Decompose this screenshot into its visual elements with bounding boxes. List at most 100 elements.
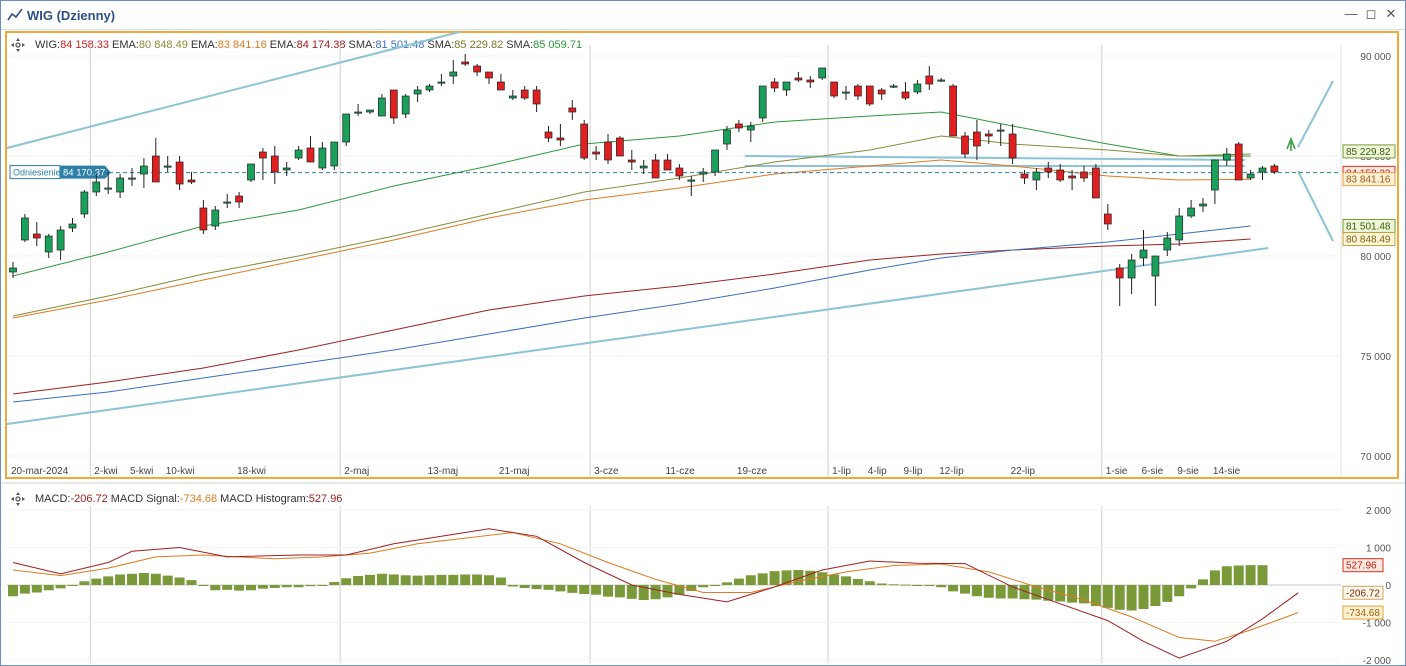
trendline[interactable]	[6, 247, 1269, 425]
macd-histogram-bar[interactable]	[745, 575, 756, 585]
macd-histogram-bar[interactable]	[472, 574, 483, 586]
macd-histogram-bar[interactable]	[1114, 585, 1125, 610]
candle-body[interactable]	[223, 201, 232, 204]
candle-body[interactable]	[461, 61, 470, 65]
macd-histogram-bar[interactable]	[1150, 585, 1161, 606]
candle-body[interactable]	[984, 133, 993, 137]
macd-histogram-bar[interactable]	[91, 578, 102, 585]
candle-body[interactable]	[80, 191, 89, 215]
projection-line[interactable]	[1297, 80, 1334, 148]
macd-histogram-bar[interactable]	[912, 585, 923, 586]
macd-histogram-bar[interactable]	[852, 579, 863, 585]
macd-histogram-bar[interactable]	[281, 585, 292, 588]
candle-body[interactable]	[270, 155, 279, 173]
macd-histogram-bar[interactable]	[626, 585, 637, 599]
candle-body[interactable]	[401, 95, 410, 115]
candle-body[interactable]	[901, 91, 910, 99]
macd-histogram-bar[interactable]	[638, 585, 649, 600]
macd-histogram-bar[interactable]	[222, 585, 233, 590]
candle-body[interactable]	[1080, 171, 1088, 179]
candle-body[interactable]	[282, 167, 291, 171]
macd-histogram-bar[interactable]	[948, 585, 959, 592]
candle-body[interactable]	[497, 81, 505, 91]
candle-body[interactable]	[818, 67, 827, 79]
macd-histogram-bar[interactable]	[174, 577, 185, 586]
macd-histogram-bar[interactable]	[67, 585, 78, 586]
macd-histogram-bar[interactable]	[353, 576, 364, 585]
candle-body[interactable]	[925, 75, 934, 85]
candle-body[interactable]	[389, 89, 398, 119]
candle-body[interactable]	[854, 85, 862, 97]
candle-body[interactable]	[865, 85, 874, 105]
maximize-icon[interactable]: ◻	[1365, 6, 1377, 21]
macd-histogram-bar[interactable]	[1245, 565, 1256, 585]
candle-body[interactable]	[889, 85, 898, 88]
macd-histogram-bar[interactable]	[329, 582, 340, 585]
macd-histogram-bar[interactable]	[484, 575, 494, 585]
projection-line[interactable]	[1297, 170, 1334, 242]
macd-histogram-bar[interactable]	[710, 585, 721, 586]
candle-body[interactable]	[1044, 167, 1053, 173]
candle-body[interactable]	[449, 71, 458, 77]
macd-histogram-bar[interactable]	[674, 585, 685, 595]
macd-histogram-bar[interactable]	[424, 575, 435, 585]
macd-histogram-bar[interactable]	[1079, 585, 1089, 604]
macd-histogram-bar[interactable]	[341, 578, 352, 585]
candle-body[interactable]	[663, 159, 672, 171]
candle-body[interactable]	[508, 95, 517, 99]
candle-body[interactable]	[1246, 173, 1255, 179]
candle-body[interactable]	[1258, 167, 1267, 173]
candle-body[interactable]	[735, 123, 743, 129]
candle-body[interactable]	[592, 151, 600, 155]
candle-body[interactable]	[473, 65, 481, 73]
macd-histogram-bar[interactable]	[507, 585, 518, 587]
candle-body[interactable]	[259, 151, 267, 159]
macd-histogram-bar[interactable]	[376, 573, 387, 585]
candle-body[interactable]	[1103, 213, 1112, 225]
macd-histogram-bar[interactable]	[650, 585, 661, 600]
candle-body[interactable]	[1068, 175, 1076, 179]
macd-histogram-bar[interactable]	[186, 580, 197, 585]
macd-histogram-bar[interactable]	[460, 574, 471, 586]
macd-histogram-bar[interactable]	[495, 577, 506, 586]
macd-histogram-bar[interactable]	[1090, 585, 1101, 606]
candle-body[interactable]	[151, 155, 160, 183]
macd-histogram-bar[interactable]	[936, 585, 947, 588]
candle-body[interactable]	[604, 141, 612, 161]
macd-histogram-bar[interactable]	[1043, 585, 1054, 601]
candle-body[interactable]	[437, 81, 446, 84]
macd-histogram-bar[interactable]	[1174, 585, 1185, 597]
close-icon[interactable]: ✕	[1385, 6, 1397, 21]
candle-body[interactable]	[187, 179, 196, 183]
macd-histogram-bar[interactable]	[698, 585, 709, 588]
candle-body[interactable]	[1020, 173, 1029, 179]
candle-body[interactable]	[342, 113, 351, 143]
candle-body[interactable]	[68, 223, 77, 229]
candle-body[interactable]	[580, 123, 589, 159]
macd-histogram-bar[interactable]	[79, 581, 90, 585]
candle-body[interactable]	[996, 129, 1005, 132]
macd-histogram-bar[interactable]	[1007, 585, 1018, 599]
candle-body[interactable]	[794, 77, 803, 81]
macd-histogram-bar[interactable]	[1031, 585, 1042, 600]
macd-histogram-bar[interactable]	[1209, 570, 1220, 585]
macd-histogram-bar[interactable]	[924, 585, 935, 586]
macd-histogram-bar[interactable]	[8, 585, 18, 597]
candle-body[interactable]	[485, 71, 493, 79]
macd-histogram-bar[interactable]	[829, 574, 840, 586]
macd-histogram-bar[interactable]	[983, 585, 994, 598]
candle-body[interactable]	[877, 89, 886, 95]
candle-body[interactable]	[746, 125, 755, 131]
candle-body[interactable]	[544, 131, 553, 139]
candle-body[interactable]	[782, 81, 791, 91]
candle-body[interactable]	[247, 163, 255, 181]
candle-body[interactable]	[1187, 207, 1195, 217]
move-icon[interactable]	[11, 38, 25, 52]
candle-body[interactable]	[294, 149, 303, 159]
candle-body[interactable]	[1211, 159, 1219, 191]
macd-histogram-bar[interactable]	[1138, 585, 1149, 609]
macd-histogram-bar[interactable]	[769, 571, 780, 585]
candle-body[interactable]	[711, 149, 719, 173]
candle-body[interactable]	[949, 85, 957, 137]
macd-histogram-bar[interactable]	[1019, 585, 1030, 600]
